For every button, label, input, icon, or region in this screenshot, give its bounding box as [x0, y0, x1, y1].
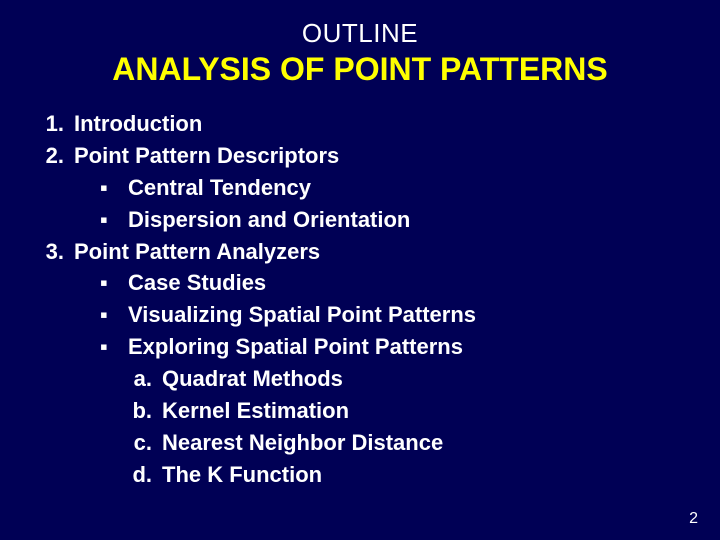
subitem-exploring: ▪ Exploring Spatial Point Patterns	[40, 331, 690, 363]
item-text: Introduction	[74, 108, 202, 140]
subitem-dispersion: ▪ Dispersion and Orientation	[40, 204, 690, 236]
subsubitem-text: Kernel Estimation	[162, 395, 349, 427]
subitem-text: Dispersion and Orientation	[128, 204, 410, 236]
item-2: 2. Point Pattern Descriptors	[40, 140, 690, 172]
subitem-text: Exploring Spatial Point Patterns	[128, 331, 463, 363]
subitem-visualizing: ▪ Visualizing Spatial Point Patterns	[40, 299, 690, 331]
item-number: 3.	[40, 236, 74, 268]
item-letter: c.	[132, 427, 162, 459]
subsubitem-nearest-neighbor: c. Nearest Neighbor Distance	[40, 427, 690, 459]
pretitle: OUTLINE	[30, 18, 690, 49]
subsubitem-text: The K Function	[162, 459, 322, 491]
subitem-case-studies: ▪ Case Studies	[40, 267, 690, 299]
title: ANALYSIS OF POINT PATTERNS	[30, 51, 690, 88]
bullet-icon: ▪	[100, 267, 128, 299]
subsubitem-kernel: b. Kernel Estimation	[40, 395, 690, 427]
item-number: 1.	[40, 108, 74, 140]
subitem-text: Case Studies	[128, 267, 266, 299]
subsubitem-k-function: d. The K Function	[40, 459, 690, 491]
subitem-text: Visualizing Spatial Point Patterns	[128, 299, 476, 331]
item-3: 3. Point Pattern Analyzers	[40, 236, 690, 268]
item-letter: b.	[132, 395, 162, 427]
item-text: Point Pattern Descriptors	[74, 140, 339, 172]
subsubitem-text: Nearest Neighbor Distance	[162, 427, 443, 459]
item-letter: d.	[132, 459, 162, 491]
subitem-text: Central Tendency	[128, 172, 311, 204]
bullet-icon: ▪	[100, 331, 128, 363]
item-letter: a.	[132, 363, 162, 395]
subsubitem-text: Quadrat Methods	[162, 363, 343, 395]
subitem-central-tendency: ▪ Central Tendency	[40, 172, 690, 204]
bullet-icon: ▪	[100, 172, 128, 204]
bullet-icon: ▪	[100, 204, 128, 236]
item-number: 2.	[40, 140, 74, 172]
item-1: 1. Introduction	[40, 108, 690, 140]
subsubitem-quadrat: a. Quadrat Methods	[40, 363, 690, 395]
item-text: Point Pattern Analyzers	[74, 236, 320, 268]
page-number: 2	[689, 510, 698, 528]
bullet-icon: ▪	[100, 299, 128, 331]
outline-content: 1. Introduction 2. Point Pattern Descrip…	[30, 108, 690, 491]
slide: OUTLINE ANALYSIS OF POINT PATTERNS 1. In…	[0, 0, 720, 540]
